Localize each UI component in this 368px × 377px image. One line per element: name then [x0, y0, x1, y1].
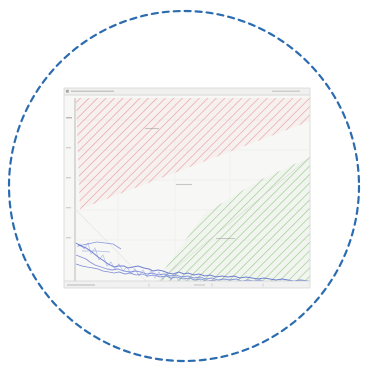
thumbnail-bottom-strip	[64, 281, 310, 288]
red-region-tint	[76, 98, 310, 209]
photo-thumbnail	[64, 88, 310, 288]
thumbnail-border	[63, 87, 311, 289]
boundary-line-left	[74, 208, 153, 288]
blue-trace-hook	[77, 241, 122, 250]
red-hatched-region	[76, 98, 310, 209]
thumbnail-topbar	[64, 88, 310, 95]
blue-trace-fragment	[82, 250, 111, 253]
dashed-circle-frame	[7, 9, 361, 363]
window-icon	[66, 89, 69, 93]
boundary-line-right	[151, 156, 310, 288]
